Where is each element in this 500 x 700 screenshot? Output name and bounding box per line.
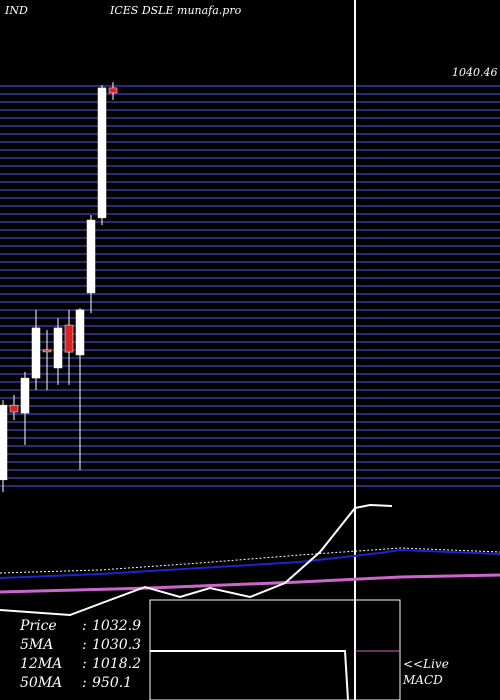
- candle-body: [64, 324, 74, 353]
- stat-sep: :: [82, 618, 87, 634]
- candle-body: [97, 87, 107, 219]
- candle-body: [53, 327, 63, 369]
- ma-pink: [0, 573, 500, 594]
- stat-label: 5MA: [20, 637, 53, 653]
- price-bands: [0, 85, 500, 487]
- trend-line: [0, 503, 393, 617]
- stat-label: 50MA: [20, 675, 62, 691]
- chart-title-left: IND: [4, 4, 28, 17]
- stat-sep: :: [82, 637, 87, 653]
- stats: Price 1032.9: 5MA 1030.3: 12MA 1018.2: 50MA 950…: [19, 618, 141, 691]
- stat-value: 950.1: [92, 675, 132, 691]
- stat-label: Price: [19, 618, 57, 634]
- candle-body: [9, 404, 19, 413]
- candle-body: [42, 349, 52, 353]
- stat-value: 1032.9: [92, 618, 141, 634]
- candle-body: [86, 219, 96, 294]
- stat-sep: :: [82, 656, 87, 672]
- stat-value: 1030.3: [92, 637, 141, 653]
- macd-label: MACD: [402, 673, 443, 687]
- last-price-label: 1040.46: [452, 66, 498, 79]
- candle-body: [20, 377, 30, 414]
- stat-value: 1018.2: [92, 656, 141, 672]
- candle-body: [75, 309, 85, 356]
- live-label: <<Live: [403, 657, 449, 671]
- ma-blue: [0, 548, 500, 579]
- candle-body: [108, 87, 118, 94]
- candle-body: [0, 404, 8, 481]
- stat-label: 12MA: [20, 656, 62, 672]
- ma-dotted: [0, 547, 500, 574]
- chart-title: ICES DSLE munafa.pro: [109, 4, 242, 17]
- macd-line: [150, 650, 349, 700]
- candle-body: [31, 327, 41, 379]
- stat-sep: :: [82, 675, 87, 691]
